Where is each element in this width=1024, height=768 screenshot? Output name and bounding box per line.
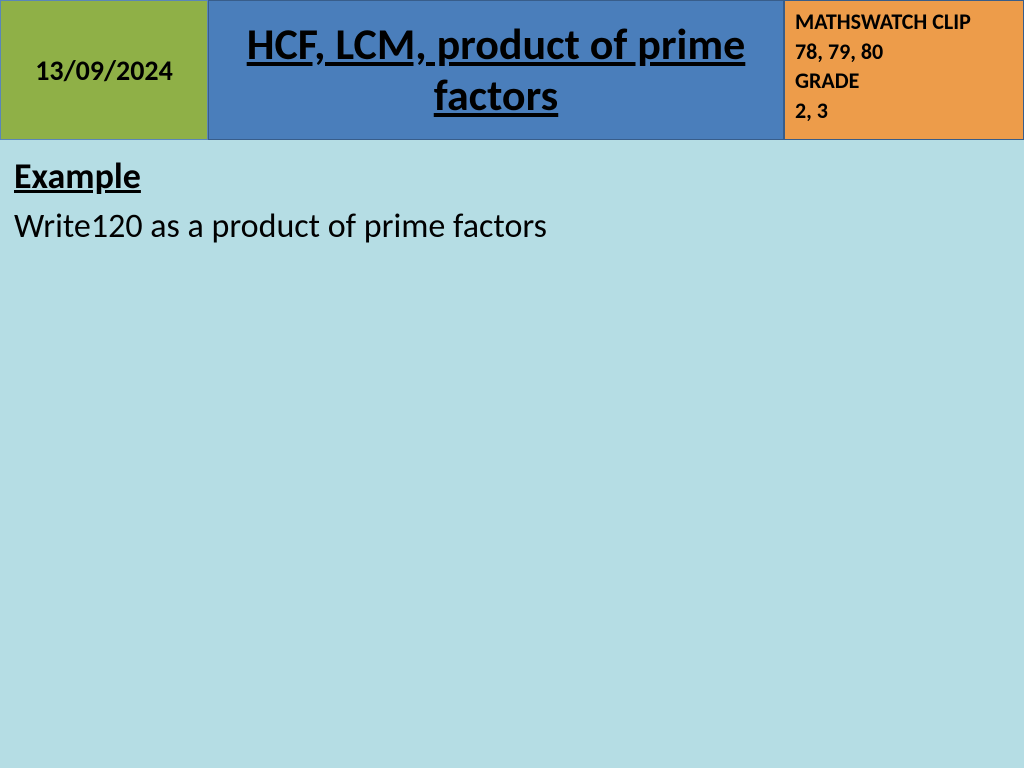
slide-title: HCF, LCM, product of prime factors [219,19,773,120]
example-heading: Example [14,154,1010,198]
date-text: 13/09/2024 [35,53,173,88]
example-body: Write120 as a product of prime factors [14,206,1010,247]
date-box: 13/09/2024 [0,0,208,140]
title-box: HCF, LCM, product of prime factors [208,0,784,140]
meta-line-1: MATHSWATCH CLIP [795,7,1013,37]
meta-line-4: 2, 3 [795,96,1013,126]
content-area: Example Write120 as a product of prime f… [0,140,1024,261]
header-row: 13/09/2024 HCF, LCM, product of prime fa… [0,0,1024,140]
meta-box: MATHSWATCH CLIP 78, 79, 80 GRADE 2, 3 [784,0,1024,140]
meta-line-3: GRADE [795,66,1013,96]
meta-line-2: 78, 79, 80 [795,37,1013,67]
